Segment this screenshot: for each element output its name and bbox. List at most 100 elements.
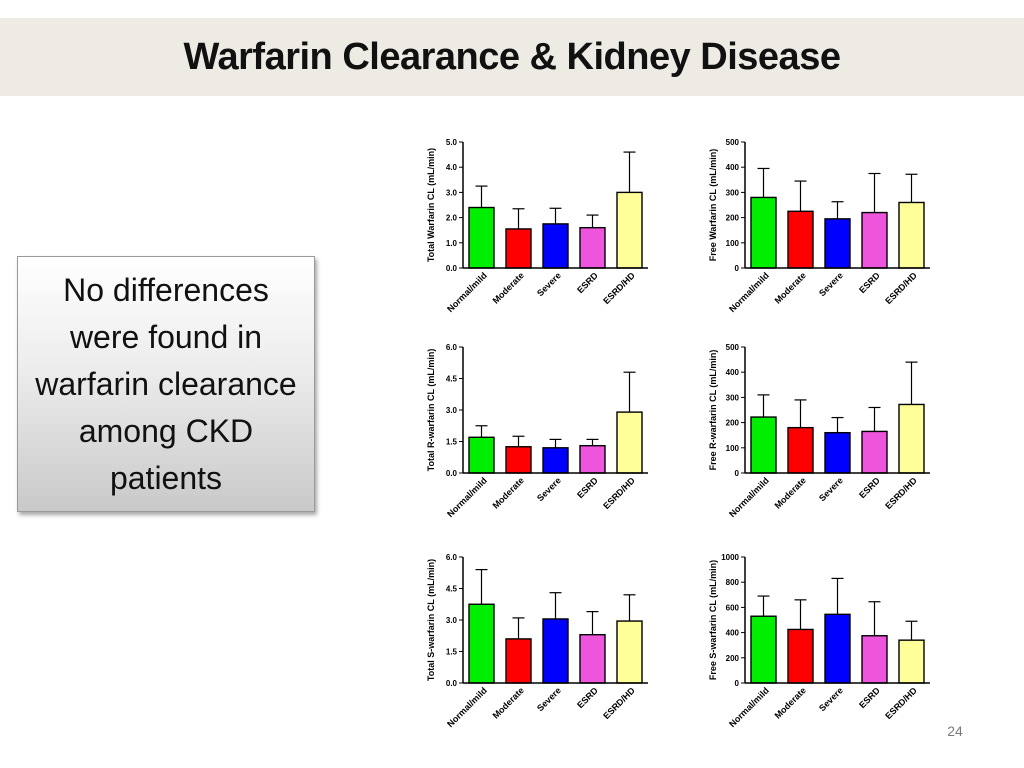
y-axis-label: Total R-warfarin CL (mL/min) (426, 349, 436, 472)
x-tick-label: ESRD (857, 475, 882, 500)
x-tick-label: ESRD/HD (601, 685, 637, 721)
x-tick-label: Severe (535, 270, 563, 298)
y-tick-label: 100 (726, 444, 740, 453)
y-tick-label: 6.0 (446, 343, 458, 352)
y-tick-label: 3.0 (446, 406, 458, 415)
bar (579, 226, 606, 269)
y-axis-label: Total Warfarin CL (mL/min) (426, 148, 436, 262)
y-tick-label: 400 (726, 368, 740, 377)
y-tick-label: 300 (726, 188, 740, 197)
x-tick-label: Normal/mild (445, 270, 489, 314)
x-tick-label: ESRD/HD (883, 475, 919, 511)
y-tick-label: 0 (735, 679, 740, 688)
bar (542, 618, 569, 684)
y-tick-label: 6.0 (446, 553, 458, 562)
y-tick-label: 500 (726, 138, 740, 147)
x-tick-label: Moderate (491, 475, 526, 510)
bar (787, 426, 814, 474)
x-tick-label: Severe (535, 475, 563, 503)
x-tick-label: Severe (817, 685, 845, 713)
bar (505, 638, 532, 684)
bar (616, 411, 643, 474)
y-tick-label: 200 (726, 419, 740, 428)
y-tick-label: 500 (726, 343, 740, 352)
bar (468, 603, 495, 684)
chart-total-r-warfarin: Total R-warfarin CL (mL/min) 0.0 1.5 3.0 4.5… (426, 343, 648, 519)
x-tick-label: Normal/mild (727, 685, 771, 729)
callout-text: No differences were found in warfarin cl… (35, 271, 297, 496)
y-tick-label: 1.5 (446, 438, 458, 447)
bar (787, 628, 814, 684)
y-tick-label: 400 (726, 163, 740, 172)
bar (787, 210, 814, 269)
x-tick-label: Moderate (773, 685, 808, 720)
bar (542, 447, 569, 474)
y-tick-label: 4.5 (446, 585, 458, 594)
slide-title: Warfarin Clearance & Kidney Disease (183, 35, 841, 78)
y-axis-label: Free S-warfarin CL (mL/min) (708, 560, 718, 680)
x-tick-label: Severe (535, 685, 563, 713)
title-bar: Warfarin Clearance & Kidney Disease (0, 18, 1024, 96)
bar (750, 196, 777, 269)
y-tick-label: 0.0 (446, 469, 458, 478)
bar (468, 436, 495, 474)
x-tick-label: Moderate (773, 475, 808, 510)
x-tick-label: Severe (817, 270, 845, 298)
y-tick-label: 5.0 (446, 138, 458, 147)
callout-box: No differences were found in warfarin cl… (17, 256, 315, 512)
bar (750, 416, 777, 474)
x-tick-label: ESRD/HD (601, 475, 637, 511)
bar (898, 201, 925, 269)
bar (579, 633, 606, 684)
y-tick-label: 100 (726, 239, 740, 248)
y-tick-label: 4.5 (446, 375, 458, 384)
bar (861, 635, 888, 684)
x-tick-label: ESRD (857, 270, 882, 295)
bar (616, 620, 643, 684)
bar (861, 430, 888, 474)
bar (861, 211, 888, 269)
y-tick-label: 200 (726, 214, 740, 223)
chart-free-r-warfarin: Free R-warfarin CL (mL/min) 0 100 200 300 400… (708, 343, 930, 519)
x-tick-label: ESRD (575, 685, 600, 710)
bar (505, 228, 532, 269)
x-tick-label: ESRD (575, 475, 600, 500)
x-tick-label: ESRD (857, 685, 882, 710)
bar (898, 403, 925, 474)
page-number: 24 (947, 723, 963, 739)
y-axis-label: Free R-warfarin CL (mL/min) (708, 350, 718, 471)
bar (824, 613, 851, 684)
chart-free-warfarin: Free Warfarin CL (mL/min) 0 100 200 300 400 50… (708, 138, 930, 314)
x-tick-label: Normal/mild (445, 475, 489, 519)
y-tick-label: 4.0 (446, 163, 458, 172)
y-tick-label: 300 (726, 393, 740, 402)
x-tick-label: Moderate (491, 685, 526, 720)
x-tick-label: ESRD (575, 270, 600, 295)
x-tick-label: ESRD/HD (883, 270, 919, 306)
y-tick-label: 0.0 (446, 264, 458, 273)
y-axis-label: Free Warfarin CL (mL/min) (708, 149, 718, 262)
y-tick-label: 1000 (721, 553, 739, 562)
y-axis-label: Total S-warfarin CL (mL/min) (426, 559, 436, 681)
chart-free-s-warfarin: Free S-warfarin CL (mL/min) 0 200 400 600 800… (708, 553, 930, 729)
bar (468, 206, 495, 269)
bar (750, 615, 777, 684)
y-tick-label: 400 (726, 629, 740, 638)
bar (505, 446, 532, 474)
x-tick-label: Severe (817, 475, 845, 503)
bar (824, 431, 851, 474)
bar (616, 191, 643, 269)
y-tick-label: 0 (735, 264, 740, 273)
x-tick-label: Normal/mild (727, 475, 771, 519)
y-tick-label: 1.5 (446, 648, 458, 657)
x-tick-label: Normal/mild (445, 685, 489, 729)
bar (898, 639, 925, 684)
chart-total-warfarin: Total Warfarin CL (mL/min) 0.0 1.0 2.0 3.0 4.… (426, 138, 648, 314)
bar (579, 444, 606, 474)
y-tick-label: 3.0 (446, 616, 458, 625)
y-tick-label: 1.0 (446, 239, 458, 248)
bar (542, 223, 569, 269)
x-tick-label: ESRD/HD (883, 685, 919, 721)
x-tick-label: Normal/mild (727, 270, 771, 314)
bar (824, 218, 851, 269)
